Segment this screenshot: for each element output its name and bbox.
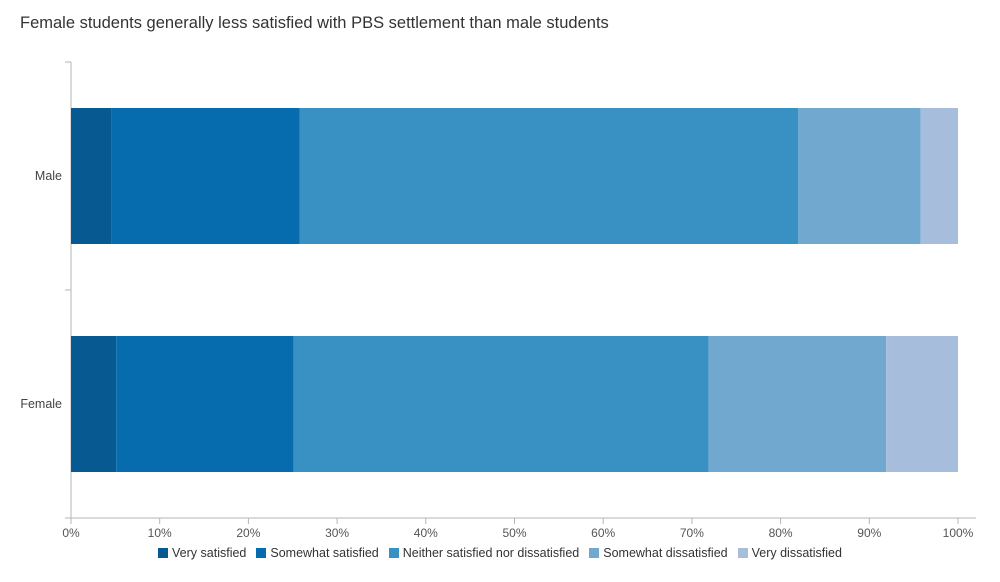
legend-swatch (158, 548, 169, 558)
legend-item: Very satisfied (158, 546, 246, 560)
x-axis-ticks: 0% 10% 20% 30% 40% 50% 60% 70% 80% 90% 100% (62, 518, 974, 540)
category-labels: Male Female (20, 169, 62, 411)
legend-item: Somewhat satisfied (256, 546, 379, 560)
legend-swatch (589, 548, 600, 558)
category-label-female: Female (20, 397, 62, 411)
x-tick-label: 50% (502, 526, 526, 540)
bar-chart: 0% 10% 20% 30% 40% 50% 60% 70% 80% 90% 100% Male Fe… (20, 61, 976, 540)
x-tick-label: 60% (591, 526, 615, 540)
legend: Very satisfied Somewhat satisfied Neither … (0, 544, 1000, 562)
legend-swatch (737, 548, 748, 558)
x-tick-label: 10% (148, 526, 172, 540)
bar-segment-female-1 (71, 336, 117, 472)
legend-label: Somewhat satisfied (270, 546, 379, 560)
legend-item: Very dissatisfied (737, 546, 842, 560)
bar-segment-male-1 (71, 108, 112, 244)
legend-label: Neither satisfied nor dissatisfied (402, 546, 580, 560)
x-tick-label: 30% (325, 526, 349, 540)
legend-swatch (388, 548, 399, 558)
bar-segment-female-3 (293, 336, 709, 472)
chart-title: Female students generally less satisfied… (20, 14, 609, 32)
bar-segment-female-2 (116, 336, 294, 472)
x-tick-label: 20% (236, 526, 260, 540)
legend-label: Very satisfied (172, 546, 247, 560)
bar-segment-male-3 (299, 108, 799, 244)
bar-segment-male-2 (111, 108, 300, 244)
y-axis (65, 61, 72, 518)
legend-item: Somewhat dissatisfied (589, 546, 728, 560)
category-label-male: Male (35, 169, 62, 183)
legend-label: Somewhat dissatisfied (603, 546, 728, 560)
legend-label: Very dissatisfied (751, 546, 842, 560)
x-tick-label: 0% (62, 526, 80, 540)
bar-segment-female-5 (886, 336, 958, 472)
x-tick-label: 40% (414, 526, 438, 540)
bar-segment-male-5 (920, 108, 958, 244)
legend-swatch (256, 548, 267, 558)
x-tick-label: 90% (857, 526, 881, 540)
bar-segment-male-4 (798, 108, 921, 244)
bar-segment-female-4 (708, 336, 887, 472)
x-tick-label: 70% (680, 526, 704, 540)
legend-item: Neither satisfied nor dissatisfied (388, 546, 580, 560)
bar-segments (71, 108, 958, 472)
x-tick-label: 80% (769, 526, 793, 540)
x-tick-label: 100% (943, 526, 974, 540)
